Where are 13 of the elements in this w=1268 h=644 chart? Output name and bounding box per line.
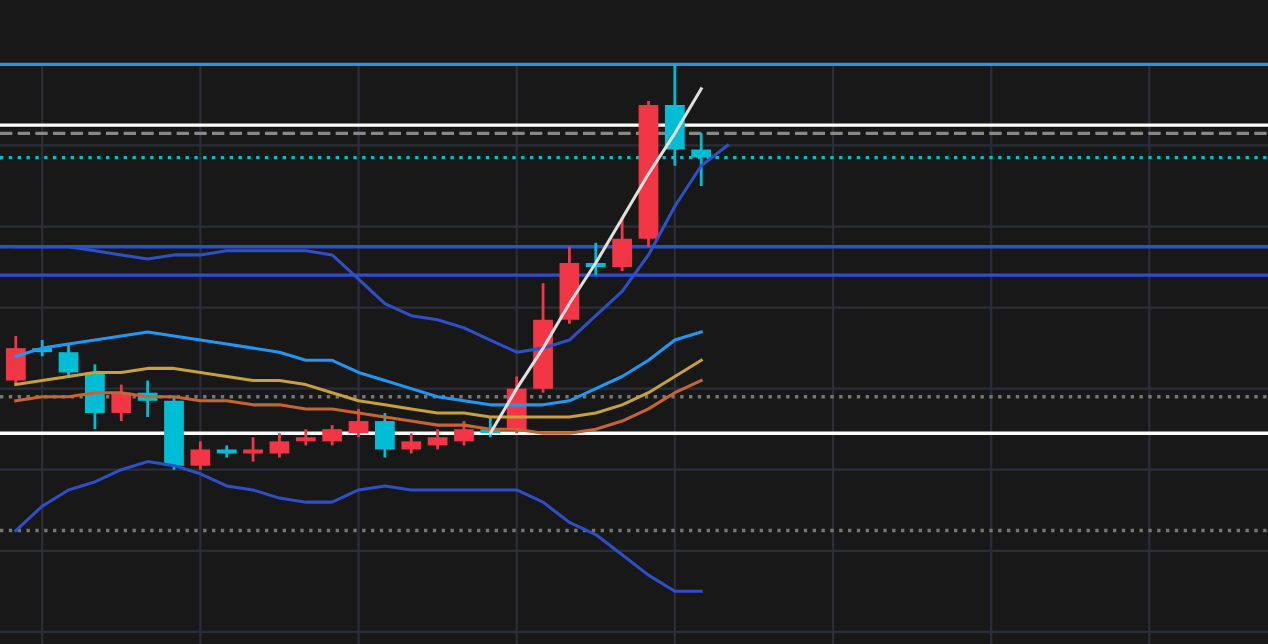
- candlestick: [401, 431, 422, 455]
- candlestick: [612, 217, 633, 273]
- candlestick: [454, 419, 474, 447]
- candlestick: [427, 427, 448, 451]
- candlestick: [348, 407, 369, 439]
- candlestick: [5, 334, 26, 386]
- candlestick: [243, 435, 263, 463]
- candlestick: [58, 342, 79, 378]
- candlestick: [190, 439, 211, 472]
- candlestick: [111, 383, 132, 423]
- candlestick: [269, 431, 290, 459]
- candlestick: [322, 423, 343, 447]
- candlestick: [375, 411, 395, 459]
